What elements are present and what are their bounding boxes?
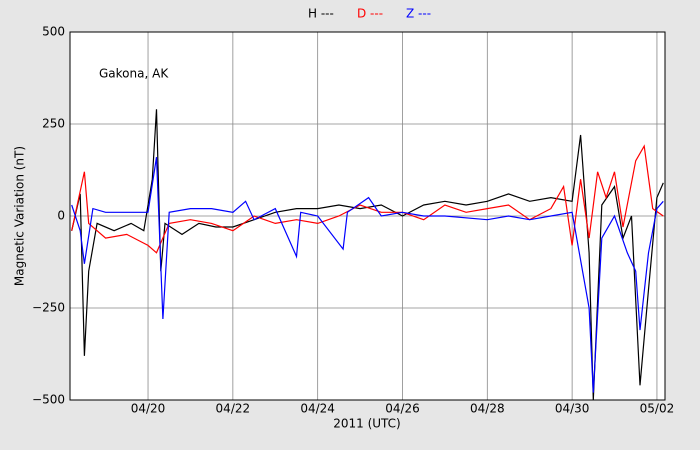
legend: H --- D --- Z --- [308, 7, 431, 21]
legend-entry: H --- [308, 7, 334, 21]
y-tick-label: −500 [32, 393, 65, 407]
y-tick-label: −250 [32, 301, 65, 315]
series-line [71, 109, 664, 401]
x-tick-label: 04/30 [555, 402, 590, 416]
x-tick-label: 04/20 [131, 402, 166, 416]
series-line [71, 144, 664, 254]
x-tick-label: 04/28 [470, 402, 505, 416]
x-tick-label: 04/26 [385, 402, 420, 416]
legend-entry: Z --- [406, 7, 431, 21]
plot-frame [69, 31, 666, 401]
annotation: Gakona, AK [99, 67, 169, 81]
x-axis-label: 2011 (UTC) [333, 417, 401, 431]
legend-entry: D --- [357, 7, 383, 21]
series-line [71, 157, 664, 393]
y-axis-label: Magnetic Variation (nT) [13, 146, 27, 286]
y-tick-label: 250 [42, 117, 65, 131]
y-tick-label: 0 [57, 209, 65, 223]
lines [71, 109, 664, 401]
y-tick-label: 500 [42, 25, 65, 39]
x-tick-label: 04/24 [300, 402, 335, 416]
x-tick-label: 05/02 [640, 402, 675, 416]
x-tick-label: 04/22 [216, 402, 251, 416]
